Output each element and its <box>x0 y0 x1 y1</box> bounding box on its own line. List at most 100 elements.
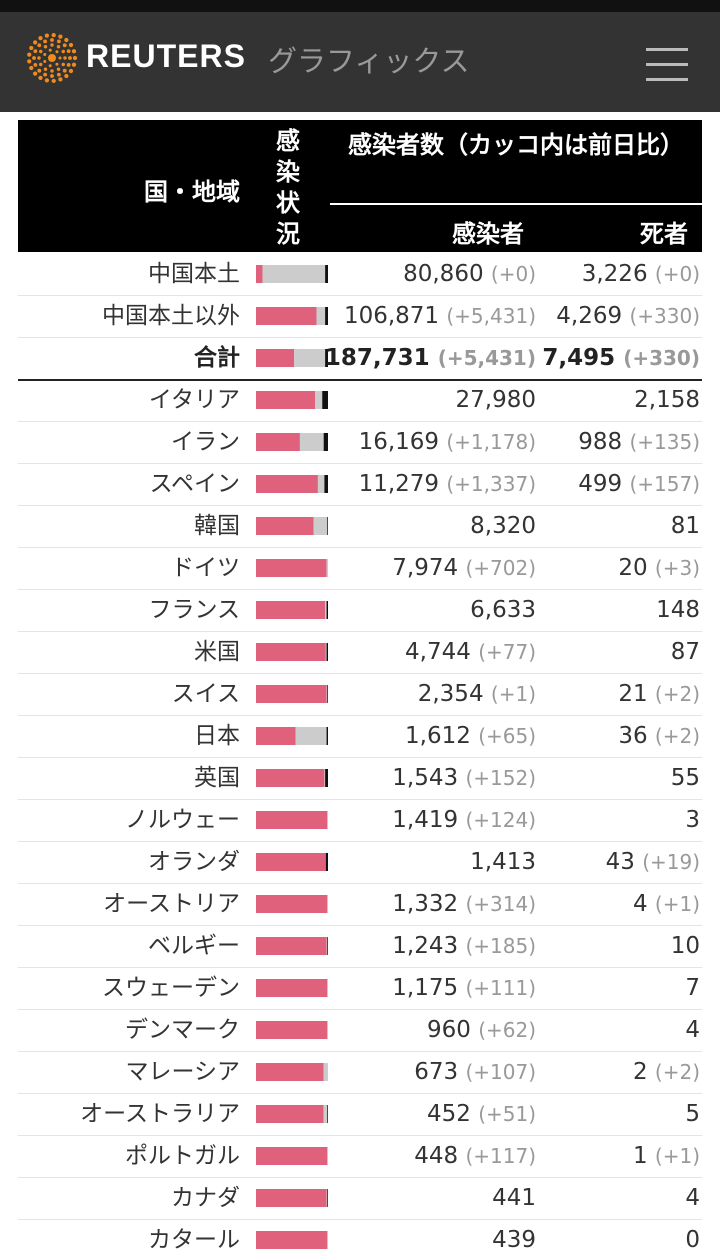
region-name: イラン <box>171 429 240 455</box>
cases-cell: 11,279 (+1,337) <box>359 469 536 499</box>
region-name: 合計 <box>194 345 240 371</box>
region-name: ノルウェー <box>125 807 240 833</box>
logo-dot <box>55 50 59 54</box>
status-bar <box>256 517 328 535</box>
brand[interactable]: REUTERS <box>86 38 246 74</box>
logo-dot <box>62 68 67 73</box>
deaths-change: (+2) <box>654 724 700 748</box>
deaths: 4 <box>685 1017 700 1043</box>
logo[interactable] <box>26 32 78 84</box>
row-divider <box>18 421 702 422</box>
cases: 16,169 <box>358 429 440 455</box>
status-segment <box>256 1063 324 1081</box>
logo-dot <box>64 37 69 43</box>
deaths-cell: 10 <box>671 931 700 961</box>
status-bar <box>256 685 328 703</box>
status-bar <box>256 1189 328 1207</box>
deaths: 5 <box>685 1101 700 1127</box>
status-segment <box>326 727 328 745</box>
region-name: オーストリア <box>103 891 240 917</box>
region-name: オランダ <box>148 849 240 875</box>
cases-change: (+5,431) <box>437 346 536 370</box>
deaths-cell: 4 (+1) <box>633 889 700 919</box>
row-divider <box>18 1219 702 1220</box>
status-segment <box>327 1147 328 1165</box>
deaths-cell: 1 (+1) <box>633 1141 700 1171</box>
status-segment <box>256 937 327 955</box>
region-name: 韓国 <box>194 513 240 539</box>
cases: 6,633 <box>470 597 536 623</box>
logo-dot <box>56 39 61 44</box>
cases-change: (+124) <box>465 808 536 832</box>
status-segment <box>325 349 328 367</box>
cases-cell: 1,243 (+185) <box>392 931 536 961</box>
deaths-cell: 4 <box>685 1183 700 1213</box>
row-divider <box>18 1093 702 1094</box>
cases: 2,354 <box>417 681 484 707</box>
deaths-cell: 988 (+135) <box>578 427 700 457</box>
status-segment <box>326 937 328 955</box>
status-bar <box>256 769 328 787</box>
deaths: 36 <box>618 723 648 749</box>
status-segment <box>325 769 328 787</box>
deaths-change: (+3) <box>654 556 700 580</box>
cases: 187,731 <box>324 345 430 371</box>
status-bar <box>256 853 328 871</box>
menu-line[interactable] <box>646 48 688 51</box>
cases: 1,419 <box>392 807 459 833</box>
status-segment <box>315 391 323 409</box>
logo-dot <box>27 59 32 64</box>
status-segment <box>256 685 327 703</box>
deaths-cell: 55 <box>671 763 700 793</box>
logo-dot <box>61 49 65 54</box>
status-segment <box>325 307 328 325</box>
row-divider <box>18 841 702 842</box>
status-segment <box>256 349 295 367</box>
region-name: カタール <box>148 1227 240 1253</box>
deaths: 7,495 <box>542 345 616 371</box>
region-name: 米国 <box>194 639 240 665</box>
region-name: ドイツ <box>171 555 240 581</box>
cases: 80,860 <box>403 261 484 287</box>
cases-change: (+1,337) <box>446 472 536 496</box>
logo-dot <box>33 62 38 67</box>
status-segment <box>256 979 328 997</box>
menu-line[interactable] <box>646 63 688 66</box>
deaths-cell: 43 (+19) <box>606 847 700 877</box>
logo-dot <box>71 62 77 67</box>
cases-cell: 7,974 (+702) <box>392 553 536 583</box>
cases: 106,871 <box>343 303 440 329</box>
status-segment <box>256 391 316 409</box>
logo-dot <box>48 48 52 52</box>
cases-cell: 1,612 (+65) <box>405 721 536 751</box>
column-header: 感染者 <box>452 220 524 248</box>
cases: 452 <box>426 1101 471 1127</box>
logo-dot <box>66 62 71 67</box>
region-name: デンマーク <box>125 1017 240 1043</box>
cases-change: (+65) <box>478 724 536 748</box>
deaths-cell: 2,158 <box>634 385 700 415</box>
deaths-cell: 499 (+157) <box>578 469 700 499</box>
deaths-cell: 0 <box>685 1225 700 1255</box>
menu-line[interactable] <box>646 78 688 81</box>
status-segment <box>327 685 328 703</box>
column-header: 死者 <box>640 220 688 248</box>
logo-dot <box>33 49 38 54</box>
status-bar <box>256 1105 328 1123</box>
cases-change: (+0) <box>490 262 536 286</box>
cases-cell: 187,731 (+5,431) <box>325 343 536 373</box>
deaths: 2 <box>632 1059 648 1085</box>
deaths-change: (+1) <box>654 1144 700 1168</box>
cases-change: (+62) <box>478 1018 536 1042</box>
cases-cell: 1,543 (+152) <box>392 763 536 793</box>
logo-dot <box>56 45 61 49</box>
deaths-cell: 7,495 (+330) <box>542 343 700 373</box>
cases-change: (+117) <box>465 1144 536 1168</box>
row-divider <box>18 757 702 758</box>
logo-dot <box>39 62 43 67</box>
row-divider <box>18 883 702 884</box>
deaths-change: (+0) <box>654 262 700 286</box>
region-name: オーストラリア <box>80 1101 240 1127</box>
status-segment <box>256 769 325 787</box>
